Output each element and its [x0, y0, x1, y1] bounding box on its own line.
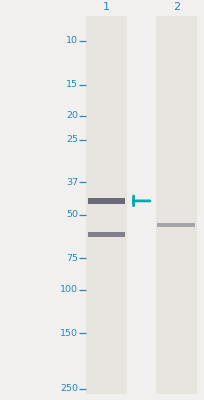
Text: 75: 75	[65, 254, 78, 263]
Text: 250: 250	[60, 384, 78, 393]
Text: 25: 25	[65, 135, 78, 144]
Text: 150: 150	[60, 329, 78, 338]
Text: 20: 20	[65, 111, 78, 120]
Bar	[87, 198, 125, 204]
Text: 37: 37	[65, 178, 78, 187]
Bar	[155, 16, 196, 394]
Text: 2: 2	[172, 2, 179, 12]
Bar	[87, 232, 125, 237]
Text: 15: 15	[65, 80, 78, 89]
Bar	[157, 223, 194, 227]
Text: 100: 100	[60, 285, 78, 294]
Text: 10: 10	[65, 36, 78, 45]
Text: 50: 50	[65, 210, 78, 219]
Bar	[86, 16, 126, 394]
Text: 1: 1	[103, 2, 110, 12]
